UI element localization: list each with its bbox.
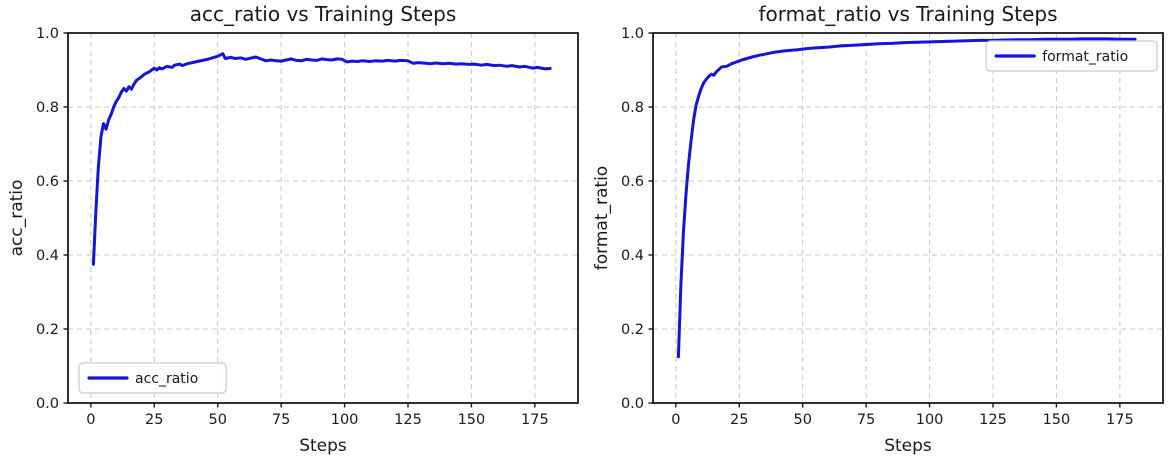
x-tick-label: 100 bbox=[331, 412, 359, 428]
legend-box bbox=[985, 40, 1158, 72]
x-tick-label: 0 bbox=[671, 412, 680, 428]
series-line-acc_ratio bbox=[91, 52, 552, 266]
y-tick-label: 0.2 bbox=[36, 322, 59, 338]
legend-label: format_ratio bbox=[1042, 49, 1128, 65]
x-tick-label: 75 bbox=[857, 412, 875, 428]
x-axis-label: Steps bbox=[299, 436, 347, 456]
y-tick-label: 0.0 bbox=[621, 396, 644, 412]
x-axis-label: Steps bbox=[884, 436, 932, 456]
x-tick-label: 150 bbox=[1043, 412, 1071, 428]
format-ratio-chart-canvas: 0 25 50 75 100 125 150 175 0.0 0.2 0.4 0.6 0.8 1.0 for… bbox=[585, 0, 1170, 462]
x-tick-label: 175 bbox=[521, 412, 549, 428]
legend-label: acc_ratio bbox=[135, 371, 198, 387]
chart-panel-format-ratio: 0 25 50 75 100 125 150 175 0.0 0.2 0.4 0.6 0.8 1.0 for… bbox=[585, 0, 1170, 462]
x-tick-label: 50 bbox=[793, 412, 811, 428]
y-tick-label: 0.6 bbox=[36, 174, 59, 190]
y-axis-label: format_ratio bbox=[592, 166, 612, 270]
x-tick-label: 175 bbox=[1106, 412, 1134, 428]
x-tick-label: 125 bbox=[979, 412, 1007, 428]
chart-title: acc_ratio vs Training Steps bbox=[190, 2, 457, 26]
x-tick-label: 25 bbox=[730, 412, 748, 428]
x-tick-label: 25 bbox=[145, 412, 163, 428]
legend-acc_ratio: acc_ratio bbox=[78, 362, 227, 394]
x-tick-label: 50 bbox=[208, 412, 226, 428]
plot-border bbox=[652, 32, 1164, 404]
plot-border bbox=[67, 32, 579, 404]
y-tick-label: 1.0 bbox=[621, 26, 644, 42]
acc-ratio-chart-canvas: 0 25 50 75 100 125 150 175 0.0 0.2 0.4 0.6 0.8 1.0 acc… bbox=[7, 2, 579, 456]
y-tick-label: 0.0 bbox=[36, 396, 59, 412]
series-line-format_ratio bbox=[676, 37, 1137, 359]
chart-panel-acc-ratio: 0 25 50 75 100 125 150 175 0.0 0.2 0.4 0.6 0.8 1.0 acc… bbox=[7, 2, 579, 456]
x-tick-label: 0 bbox=[86, 412, 95, 428]
x-tick-label: 75 bbox=[272, 412, 290, 428]
legend-format_ratio: format_ratio bbox=[985, 40, 1158, 72]
chart-title: format_ratio vs Training Steps bbox=[758, 2, 1057, 26]
y-tick-label: 0.6 bbox=[621, 174, 644, 190]
y-tick-label: 0.4 bbox=[621, 248, 644, 264]
y-tick-label: 0.8 bbox=[36, 100, 59, 116]
y-tick-label: 0.4 bbox=[36, 248, 59, 264]
y-tick-label: 1.0 bbox=[36, 26, 59, 42]
y-tick-label: 0.8 bbox=[621, 100, 644, 116]
x-tick-label: 125 bbox=[394, 412, 422, 428]
y-axis-label: acc_ratio bbox=[7, 180, 27, 257]
legend-box bbox=[78, 362, 227, 394]
x-tick-label: 100 bbox=[916, 412, 944, 428]
y-tick-label: 0.2 bbox=[621, 322, 644, 338]
x-tick-label: 150 bbox=[458, 412, 486, 428]
